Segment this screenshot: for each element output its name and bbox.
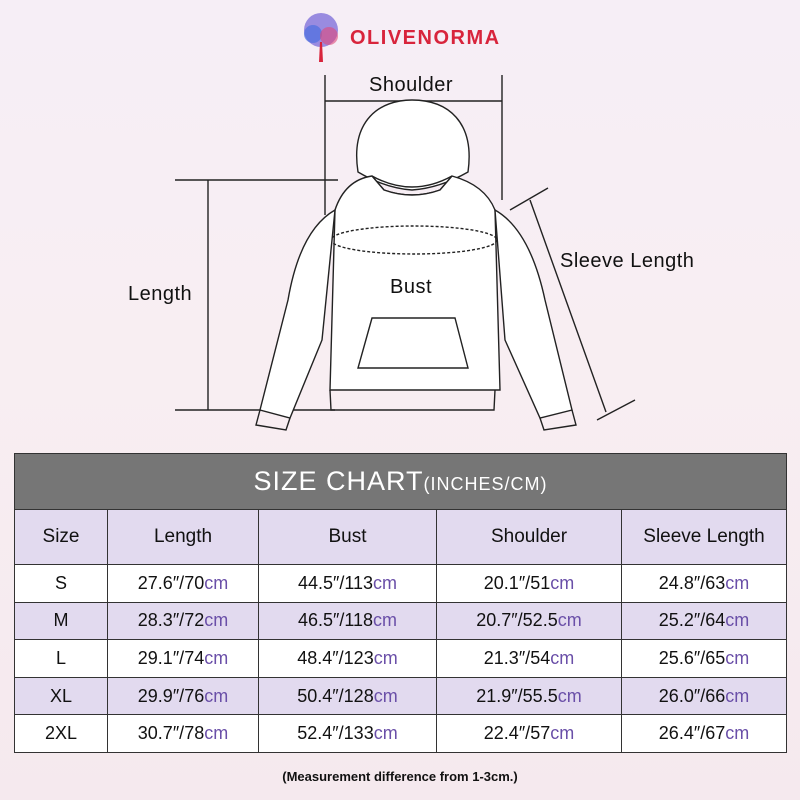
measurement-cell: 26.4″/67cm — [620, 714, 788, 753]
unit-label: cm — [725, 572, 750, 593]
column-header: Bust — [258, 509, 437, 565]
table-row: XL 29.9″/76cm 50.4″/128cm 21.9″/55.5cm 26.0″… — [14, 676, 788, 716]
measurement-value: 27.6″/70 — [137, 572, 205, 593]
measurement-cell: 52.4″/133cm — [258, 714, 437, 753]
table-row: M 28.3″/72cm 46.5″/118cm 20.7″/52.5cm 25.2″/… — [14, 601, 788, 641]
table-row: L 29.1″/74cm 48.4″/123cm 21.3″/54cm 25.6″/65… — [14, 639, 788, 678]
measurement-value: 24.8″/63 — [658, 572, 726, 593]
measurement-value: 28.3″/72 — [137, 610, 205, 631]
measurement-value: 48.4″/123 — [297, 647, 374, 668]
unit-label: cm — [204, 723, 229, 744]
measurement-value: 50.4″/128 — [297, 685, 374, 706]
unit-label: cm — [725, 647, 750, 668]
size-cell: L — [14, 639, 108, 678]
measurement-cell: 21.9″/55.5cm — [436, 676, 622, 716]
measurement-cell: 26.0″/66cm — [620, 676, 788, 716]
unit-label: cm — [550, 647, 575, 668]
unit-label: cm — [204, 572, 229, 593]
size-cell: M — [14, 601, 108, 641]
unit-label: cm — [373, 723, 398, 744]
measurement-cell: 20.1″/51cm — [436, 564, 622, 603]
size-cell: XL — [14, 676, 108, 716]
sleeve-length-label: Sleeve Length — [560, 250, 695, 272]
column-header: Shoulder — [436, 509, 622, 565]
measurement-cell: 28.3″/72cm — [107, 601, 259, 641]
title-unit: (INCHES/CM) — [423, 474, 548, 494]
unit-label: cm — [550, 572, 575, 593]
measurement-value: 21.9″/55.5 — [476, 685, 558, 706]
measurement-value: 22.4″/57 — [483, 723, 551, 744]
size-cell: S — [14, 564, 108, 603]
unit-label: cm — [204, 647, 229, 668]
column-header: Sleeve Length — [620, 509, 788, 565]
size-cell: 2XL — [14, 714, 108, 753]
unit-label: cm — [204, 610, 229, 631]
unit-label: cm — [373, 610, 398, 631]
measurement-cell: 44.5″/113cm — [258, 564, 437, 603]
size-chart-table: SIZE CHART(INCHES/CM) Size Length Bust Shou… — [13, 453, 788, 753]
measurement-cell: 25.6″/65cm — [620, 639, 788, 678]
measurement-cell: 48.4″/123cm — [258, 639, 437, 678]
measurement-value: 21.3″/54 — [483, 647, 551, 668]
measurement-cell: 29.9″/76cm — [107, 676, 259, 716]
measurement-cell: 29.1″/74cm — [107, 639, 259, 678]
table-row: S 27.6″/70cm 44.5″/113cm 20.1″/51cm 24.8″/63… — [14, 564, 788, 603]
measurement-value: 29.1″/74 — [137, 647, 205, 668]
unit-label: cm — [725, 610, 750, 631]
bust-label: Bust — [390, 276, 433, 298]
measurement-cell: 30.7″/78cm — [107, 714, 259, 753]
shoulder-label: Shoulder — [369, 74, 454, 96]
measurement-cell: 24.8″/63cm — [620, 564, 788, 603]
measurement-value: 29.9″/76 — [137, 685, 205, 706]
tree-logo-icon — [304, 13, 338, 62]
brand-name: OLIVENORMA — [350, 26, 501, 49]
measurement-cell: 50.4″/128cm — [258, 676, 437, 716]
measurement-cell: 21.3″/54cm — [436, 639, 622, 678]
unit-label: cm — [204, 685, 229, 706]
unit-label: cm — [725, 723, 750, 744]
measurement-cell: 20.7″/52.5cm — [436, 601, 622, 641]
measurement-value: 26.4″/67 — [658, 723, 726, 744]
measurement-value: 25.6″/65 — [658, 647, 726, 668]
title-text: SIZE CHART — [253, 466, 424, 496]
unit-label: cm — [557, 685, 582, 706]
size-chart-title: SIZE CHART(INCHES/CM) — [13, 453, 788, 510]
measurement-value: 25.2″/64 — [658, 610, 726, 631]
table-row: 2XL 30.7″/78cm 52.4″/133cm 22.4″/57cm 26.4″/… — [14, 714, 788, 753]
measurement-cell: 27.6″/70cm — [107, 564, 259, 603]
measurement-value: 46.5″/118 — [297, 610, 374, 631]
measurement-note: (Measurement difference from 1-3cm.) — [282, 769, 518, 784]
unit-label: cm — [557, 610, 582, 631]
measurement-cell: 22.4″/57cm — [436, 714, 622, 753]
measurement-value: 20.7″/52.5 — [476, 610, 558, 631]
column-header: Size — [14, 509, 108, 565]
measurement-value: 26.0″/66 — [658, 685, 726, 706]
unit-label: cm — [373, 572, 398, 593]
sleeve-measure-line — [529, 199, 607, 413]
length-label: Length — [128, 283, 193, 305]
measurement-cell: 25.2″/64cm — [620, 601, 788, 641]
measurement-value: 52.4″/133 — [297, 723, 374, 744]
hoodie-diagram — [175, 75, 636, 431]
kangaroo-pocket — [357, 317, 469, 369]
unit-label: cm — [373, 685, 398, 706]
unit-label: cm — [725, 685, 750, 706]
unit-label: cm — [550, 723, 575, 744]
unit-label: cm — [373, 647, 398, 668]
measurement-cell: 46.5″/118cm — [258, 601, 437, 641]
brand-logo: OLIVENORMA — [298, 12, 501, 64]
measurement-value: 30.7″/78 — [137, 723, 205, 744]
measurement-value: 20.1″/51 — [483, 572, 551, 593]
measurement-value: 44.5″/113 — [297, 572, 374, 593]
column-header: Length — [107, 509, 259, 565]
